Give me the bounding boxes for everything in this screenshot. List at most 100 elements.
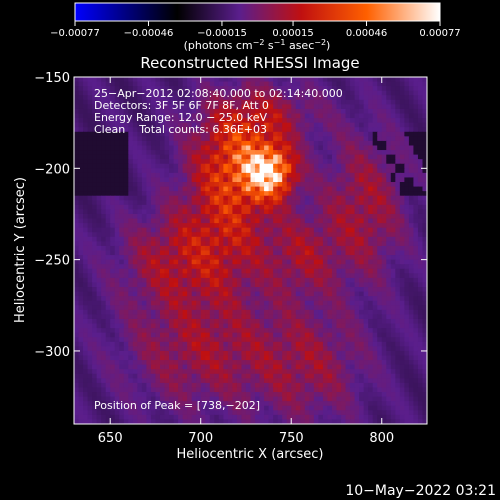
heatmap-cell xyxy=(96,209,102,215)
heatmap-cell xyxy=(119,346,125,352)
heatmap-cell xyxy=(309,282,315,288)
heatmap-cell xyxy=(354,218,360,224)
heatmap-cell xyxy=(413,305,419,311)
heatmap-cell xyxy=(150,200,157,206)
heatmap-cell xyxy=(304,318,310,325)
heatmap-cell xyxy=(255,232,261,238)
heatmap-cell xyxy=(390,150,396,156)
heatmap-cell xyxy=(209,250,215,256)
heatmap-cell xyxy=(227,131,233,137)
heatmap-cell xyxy=(74,236,80,242)
heatmap-cell xyxy=(232,318,238,325)
heatmap-cell xyxy=(209,213,215,220)
heatmap-cell xyxy=(123,104,129,110)
heatmap-cell xyxy=(350,273,356,279)
heatmap-cell xyxy=(178,145,184,151)
heatmap-cell xyxy=(273,259,279,265)
heatmap-cell xyxy=(218,177,224,183)
heatmap-cell xyxy=(218,273,224,279)
heatmap-cell xyxy=(214,227,220,233)
heatmap-cell xyxy=(309,227,315,233)
heatmap-cell xyxy=(182,323,188,329)
heatmap-cell xyxy=(331,163,338,169)
heatmap-cell xyxy=(155,122,161,128)
heatmap-cell xyxy=(173,341,179,347)
heatmap-cell xyxy=(241,140,247,147)
heatmap-cell xyxy=(87,159,93,165)
heatmap-cell xyxy=(304,140,310,147)
heatmap-cell xyxy=(87,136,93,142)
heatmap-cell xyxy=(187,186,193,192)
heatmap-cell xyxy=(381,150,387,156)
heatmap-cell xyxy=(205,273,211,279)
heatmap-cell xyxy=(413,77,419,83)
heatmap-cell xyxy=(105,227,111,233)
heatmap-cell xyxy=(282,204,288,211)
heatmap-cell xyxy=(399,245,405,252)
heatmap-cell xyxy=(282,145,288,151)
heatmap-cell xyxy=(300,223,306,229)
heatmap-cell xyxy=(74,172,80,179)
heatmap-cell xyxy=(390,140,396,147)
heatmap-cell xyxy=(137,318,143,325)
heatmap-cell xyxy=(146,232,152,238)
heatmap-cell xyxy=(368,127,374,133)
heatmap-cell xyxy=(268,250,274,256)
heatmap-cell xyxy=(214,118,220,124)
heatmap-cell xyxy=(223,350,229,357)
heatmap-cell xyxy=(327,305,333,311)
heatmap-cell xyxy=(381,90,387,96)
heatmap-cell xyxy=(187,163,193,169)
heatmap-cell xyxy=(96,341,102,347)
heatmap-cell xyxy=(286,236,292,242)
heatmap-cell xyxy=(150,232,157,238)
heatmap-cell xyxy=(300,364,306,370)
heatmap-cell xyxy=(417,341,424,347)
heatmap-cell xyxy=(173,255,179,261)
heatmap-cell xyxy=(101,191,107,197)
heatmap-cell xyxy=(336,309,342,316)
heatmap-cell xyxy=(255,150,261,156)
heatmap-cell xyxy=(313,364,319,370)
heatmap-cell xyxy=(196,328,202,334)
heatmap-cell xyxy=(268,273,274,279)
heatmap-cell xyxy=(345,259,351,265)
heatmap-cell xyxy=(259,131,265,137)
heatmap-cell xyxy=(132,209,138,215)
heatmap-cell xyxy=(422,104,427,110)
heatmap-cell xyxy=(241,154,247,160)
heatmap-cell xyxy=(83,127,89,133)
heatmap-cell xyxy=(282,186,288,192)
heatmap-cell xyxy=(187,191,193,197)
heatmap-cell xyxy=(286,360,292,366)
heatmap-cell xyxy=(92,95,98,101)
heatmap-cell xyxy=(309,127,315,133)
heatmap-cell xyxy=(78,90,84,96)
heatmap-cell xyxy=(218,113,224,119)
heatmap-cell xyxy=(417,241,424,247)
heatmap-cell xyxy=(119,355,125,361)
heatmap-cell xyxy=(214,150,220,156)
heatmap-cell xyxy=(150,291,157,297)
heatmap-cell xyxy=(114,300,120,306)
heatmap-cell xyxy=(422,255,427,261)
heatmap-cell xyxy=(390,113,396,119)
heatmap-cell xyxy=(141,255,148,261)
heatmap-cell xyxy=(191,350,197,357)
heatmap-cell xyxy=(386,145,392,151)
heatmap-cell xyxy=(291,355,297,361)
heatmap-cell xyxy=(277,118,283,124)
heatmap-cell xyxy=(322,364,329,370)
heatmap-cell xyxy=(200,191,206,197)
heatmap-cell xyxy=(390,77,396,83)
heatmap-cell xyxy=(205,195,211,201)
heatmap-cell xyxy=(191,282,197,288)
heatmap-cell xyxy=(223,259,229,265)
heatmap-cell xyxy=(137,282,143,288)
heatmap-cell xyxy=(259,127,265,133)
heatmap-cell xyxy=(123,259,129,265)
heatmap-cell xyxy=(322,332,329,338)
heatmap-cell xyxy=(101,318,107,325)
heatmap-cell xyxy=(309,241,315,247)
heatmap-cell xyxy=(191,131,197,137)
